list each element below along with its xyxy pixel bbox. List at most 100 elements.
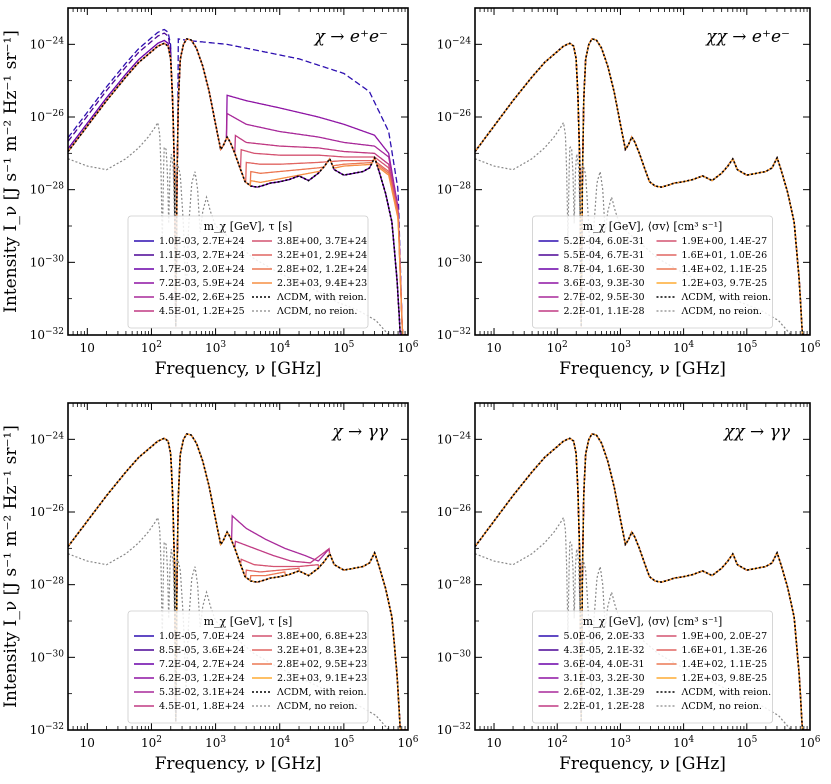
y-tick-label: 10−24 bbox=[30, 36, 65, 51]
legend-entry: 3.2E+01, 2.9E+24 bbox=[277, 250, 367, 261]
legend-entry: ΛCDM, with reion. bbox=[681, 292, 772, 303]
y-tick-label: 10−28 bbox=[30, 577, 65, 592]
legend: m_χ [GeV], ⟨σv⟩ [cm³ s⁻¹] 5.0E-06, 2.0E-3… bbox=[532, 610, 773, 724]
y-tick-label: 10−30 bbox=[437, 649, 472, 664]
plot-area bbox=[475, 433, 810, 730]
legend-entry: 4.5E-01, 1.8E+24 bbox=[159, 701, 245, 712]
x-tick-label: 102 bbox=[141, 735, 162, 750]
y-tick-label: 10−32 bbox=[437, 722, 471, 737]
legend-title: m_χ [GeV], ⟨σv⟩ [cm³ s⁻¹] bbox=[583, 615, 723, 628]
legend-entry: 2.7E-02, 9.5E-30 bbox=[564, 292, 645, 303]
legend-entry: 6.2E-03, 1.2E+24 bbox=[159, 673, 245, 684]
legend-entry: 8.7E-04, 1.6E-30 bbox=[564, 264, 645, 275]
legend-entry: 1.7E-03, 2.0E+24 bbox=[159, 264, 245, 275]
series-line-1 bbox=[68, 28, 408, 335]
legend-box bbox=[127, 215, 369, 329]
legend: m_χ [GeV], ⟨σv⟩ [cm³ s⁻¹] 5.2E-04, 6.0E-3… bbox=[532, 215, 773, 329]
legend-entry: 3.8E+00, 6.8E+23 bbox=[277, 631, 367, 642]
legend-entry: ΛCDM, no reion. bbox=[276, 701, 357, 712]
legend-entry: 3.6E-03, 9.3E-30 bbox=[564, 278, 645, 289]
legend-entry: ΛCDM, no reion. bbox=[681, 306, 762, 317]
legend-box bbox=[532, 610, 773, 724]
x-tick-label: 103 bbox=[610, 735, 631, 750]
x-tick-label: 106 bbox=[799, 340, 820, 355]
legend-entry: 3.8E+00, 3.7E+24 bbox=[277, 236, 367, 247]
y-tick-label: 10−30 bbox=[30, 649, 65, 664]
legend-entry: 7.2E-04, 2.7E+24 bbox=[159, 659, 245, 670]
x-tick-label: 10 bbox=[486, 341, 501, 355]
legend-title: m_χ [GeV], τ [s] bbox=[204, 220, 293, 233]
x-tick-label: 106 bbox=[397, 340, 418, 355]
plot-area bbox=[68, 433, 408, 730]
panel-chi-to-ee-decay: 10 102 103 104 105 106 10−24 10−26 10−28 10−30 10−… bbox=[1, 7, 419, 379]
legend-entry: 3.6E-04, 4.0E-31 bbox=[564, 659, 645, 670]
legend-entry: 5.2E-04, 6.0E-31 bbox=[564, 236, 645, 247]
legend-entry: 1.4E+02, 1.1E-25 bbox=[682, 264, 768, 275]
legend-entry: ΛCDM, no reion. bbox=[681, 701, 762, 712]
x-tick-label: 10 bbox=[486, 736, 501, 750]
y-axis-label: Intensity I_ν [J s⁻¹ m⁻² Hz⁻¹ sr⁻¹] bbox=[1, 30, 21, 313]
panel-title: χχ → γγ bbox=[723, 422, 791, 442]
legend-entry: 5.0E-06, 2.0E-33 bbox=[564, 631, 645, 642]
legend-entry: 1.9E+00, 1.4E-27 bbox=[682, 236, 768, 247]
x-tick-label: 105 bbox=[736, 340, 757, 355]
legend-entry: 2.2E-01, 1.2E-28 bbox=[564, 701, 645, 712]
x-tick-label: 105 bbox=[736, 735, 757, 750]
legend-entry: 8.5E-05, 3.6E+24 bbox=[159, 645, 245, 656]
legend-entry: 1.9E+00, 2.0E-27 bbox=[682, 631, 768, 642]
x-axis-label: Frequency, ν [GHz] bbox=[155, 754, 322, 774]
legend-entry: 1.6E+01, 1.0E-26 bbox=[682, 250, 768, 261]
panel-chi-to-gammagamma-decay: 10 102 103 104 105 106 10−24 10−26 10−28 10−30 10−… bbox=[1, 402, 419, 774]
legend-entry: 4.5E-01, 1.2E+25 bbox=[159, 306, 245, 317]
panel-title: χχ → e⁺e⁻ bbox=[705, 27, 790, 47]
y-tick-label: 10−24 bbox=[437, 431, 472, 446]
legend-entry: 3.2E+01, 8.3E+23 bbox=[277, 645, 367, 656]
legend-entry: 1.4E+02, 1.1E-25 bbox=[682, 659, 768, 670]
lcdm-with-reion-line bbox=[68, 433, 408, 730]
y-tick-label: 10−28 bbox=[30, 182, 65, 197]
lcdm-with-reion-line bbox=[475, 38, 810, 335]
legend-entry: 2.8E+02, 9.5E+23 bbox=[277, 659, 367, 670]
x-tick-label: 104 bbox=[673, 340, 694, 355]
legend-entry: 4.3E-05, 2.1E-32 bbox=[564, 645, 645, 656]
x-axis-label: Frequency, ν [GHz] bbox=[155, 359, 322, 379]
x-tick-label: 106 bbox=[799, 735, 820, 750]
legend-title: m_χ [GeV], ⟨σv⟩ [cm³ s⁻¹] bbox=[583, 220, 723, 233]
legend-entry: 7.2E-03, 5.9E+24 bbox=[159, 278, 245, 289]
x-tick-label: 105 bbox=[333, 735, 354, 750]
x-tick-label: 105 bbox=[333, 340, 354, 355]
x-tick-label: 104 bbox=[269, 735, 290, 750]
legend-entry: 1.1E-03, 2.7E+24 bbox=[159, 250, 245, 261]
x-tick-label: 103 bbox=[610, 340, 631, 355]
legend-entry: 5.4E-02, 2.6E+25 bbox=[159, 292, 245, 303]
legend-box bbox=[127, 610, 369, 724]
y-tick-label: 10−32 bbox=[30, 722, 64, 737]
y-tick-label: 10−30 bbox=[437, 254, 472, 269]
y-tick-label: 10−24 bbox=[30, 431, 65, 446]
legend-entry: 2.2E-01, 1.1E-28 bbox=[564, 306, 645, 317]
x-tick-label: 102 bbox=[547, 340, 568, 355]
x-tick-label: 104 bbox=[673, 735, 694, 750]
lcdm-no-reion-line bbox=[475, 515, 792, 730]
y-tick-label: 10−24 bbox=[437, 36, 472, 51]
plot-area bbox=[475, 38, 810, 335]
legend-box bbox=[532, 215, 773, 329]
y-tick-label: 10−26 bbox=[30, 109, 65, 124]
legend-entry: ΛCDM, with reion. bbox=[276, 292, 367, 303]
legend-entry: 1.6E+01, 1.3E-26 bbox=[682, 645, 768, 656]
x-tick-label: 104 bbox=[269, 340, 290, 355]
legend-entry: 5.5E-04, 6.7E-31 bbox=[564, 250, 645, 261]
y-tick-label: 10−26 bbox=[30, 504, 65, 519]
y-tick-label: 10−32 bbox=[437, 327, 471, 342]
x-tick-label: 103 bbox=[205, 735, 226, 750]
axes-frame bbox=[474, 7, 811, 336]
legend-entry: 1.0E-05, 7.0E+24 bbox=[159, 631, 245, 642]
x-tick-label: 10 bbox=[80, 736, 95, 750]
panel-title: χ → e⁺e⁻ bbox=[314, 27, 388, 47]
y-tick-label: 10−26 bbox=[437, 109, 472, 124]
legend-entry: 5.3E-02, 3.1E+24 bbox=[159, 687, 245, 698]
lcdm-no-reion-line bbox=[475, 120, 792, 335]
legend-entry: 3.1E-03, 3.2E-30 bbox=[564, 673, 645, 684]
x-tick-label: 103 bbox=[205, 340, 226, 355]
